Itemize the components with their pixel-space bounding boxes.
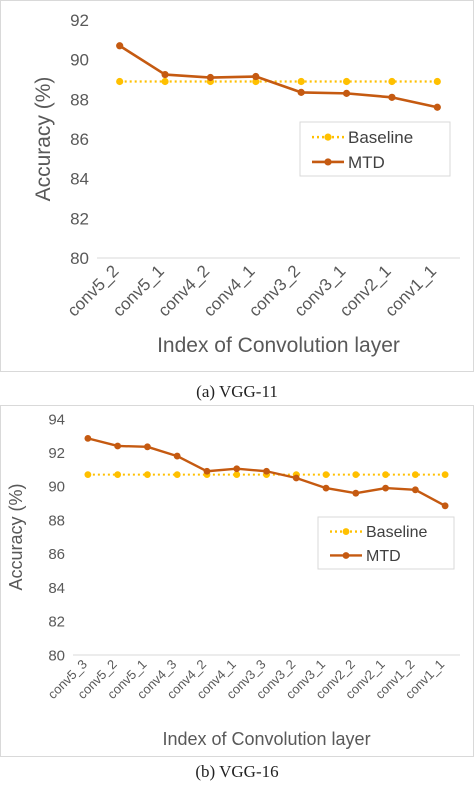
data-point-baseline: [411, 471, 419, 479]
data-point-mtd: [292, 474, 300, 482]
data-point-mtd: [263, 467, 270, 475]
data-point-mtd: [433, 103, 441, 111]
data-point-mtd: [173, 452, 181, 460]
x-axis-title: Index of Convolution layer: [162, 729, 370, 749]
legend-marker-mtd: [342, 552, 350, 559]
y-tick-label: 88: [70, 90, 89, 109]
data-point-mtd: [411, 486, 419, 494]
y-tick-label: 88: [48, 512, 65, 529]
y-axis-title: Accuracy (%): [32, 77, 55, 202]
chart-panel-vgg16: 80 82 84 86 88 90 92 94 conv5_3 conv5_2 conv5_1 con…: [0, 405, 474, 787]
data-point-mtd: [84, 434, 92, 442]
data-point-mtd: [161, 70, 169, 79]
data-point-baseline: [173, 471, 181, 479]
data-point-mtd: [203, 467, 211, 475]
legend-label-mtd: MTD: [366, 548, 401, 565]
legend-vgg11: Baseline MTD: [299, 121, 451, 177]
y-tick-label: 86: [70, 130, 89, 149]
y-tick-label: 84: [70, 170, 89, 189]
y-tick-label: 92: [48, 445, 65, 462]
y-tick-label: 84: [48, 580, 65, 597]
data-point-mtd: [233, 465, 241, 473]
chart-caption-vgg16: (b) VGG-16: [195, 762, 279, 781]
data-point-mtd: [114, 442, 122, 450]
x-axis-title: Index of Convolution layer: [157, 334, 400, 357]
y-tick-label: 92: [70, 11, 89, 30]
data-point-baseline: [342, 77, 351, 86]
legend-label-baseline: Baseline: [348, 128, 413, 147]
data-point-mtd: [441, 502, 449, 510]
y-tick-label: 90: [48, 479, 65, 496]
y-axis-title: Accuracy (%): [6, 483, 26, 590]
legend-vgg16: Baseline MTD: [317, 516, 455, 570]
data-point-mtd: [252, 72, 260, 81]
legend-marker-baseline: [342, 528, 350, 535]
chart-vgg11: 80828486889092conv5_2conv5_1conv4_2conv4…: [32, 11, 460, 357]
data-point-baseline: [433, 77, 441, 86]
data-point-baseline: [322, 471, 330, 479]
legend-marker-mtd: [324, 158, 332, 166]
legend-marker-baseline: [324, 133, 332, 141]
data-point-baseline: [144, 471, 151, 479]
data-point-mtd: [206, 73, 215, 82]
data-point-mtd: [382, 484, 389, 492]
data-point-baseline: [84, 471, 92, 479]
data-point-mtd: [342, 89, 351, 97]
legend-label-baseline: Baseline: [366, 524, 427, 541]
data-point-baseline: [382, 471, 389, 479]
y-tick-label: 80: [48, 647, 65, 664]
data-point-baseline: [252, 77, 260, 86]
data-point-baseline: [297, 77, 305, 86]
legend-label-mtd: MTD: [348, 153, 385, 172]
data-point-baseline: [114, 471, 122, 479]
series-line-mtd: [118, 44, 438, 109]
data-point-baseline: [352, 471, 360, 479]
chart-caption-vgg11: (a) VGG-11: [196, 382, 278, 401]
y-tick-label: 86: [48, 546, 65, 563]
data-point-mtd: [297, 88, 305, 96]
data-point-baseline: [233, 471, 241, 479]
chart-frame-vgg16: [0, 405, 474, 757]
data-point-baseline: [161, 77, 169, 86]
data-point-baseline: [388, 77, 396, 86]
chart-vgg16: 8082848688909294conv5_3conv5_2conv5_1con…: [6, 411, 460, 749]
y-tick-label: 90: [70, 51, 89, 70]
chart-frame-vgg11: [0, 0, 474, 372]
y-tick-label: 82: [48, 614, 65, 631]
y-tick-label: 82: [70, 209, 89, 228]
y-tick-label: 94: [48, 411, 65, 428]
y-tick-label: 80: [70, 249, 89, 268]
legend-box: [317, 516, 455, 570]
data-point-mtd: [144, 443, 151, 451]
chart-panel-vgg11: 80 82 84 86 88 90 92 conv5_2 conv5_1 conv4_2 conv4…: [0, 0, 474, 401]
data-point-mtd: [352, 489, 360, 497]
data-point-baseline: [441, 471, 449, 479]
data-point-baseline: [116, 77, 124, 86]
data-point-mtd: [116, 42, 124, 50]
data-point-mtd: [322, 484, 330, 492]
legend-box: [299, 121, 451, 177]
data-point-mtd: [388, 93, 396, 101]
